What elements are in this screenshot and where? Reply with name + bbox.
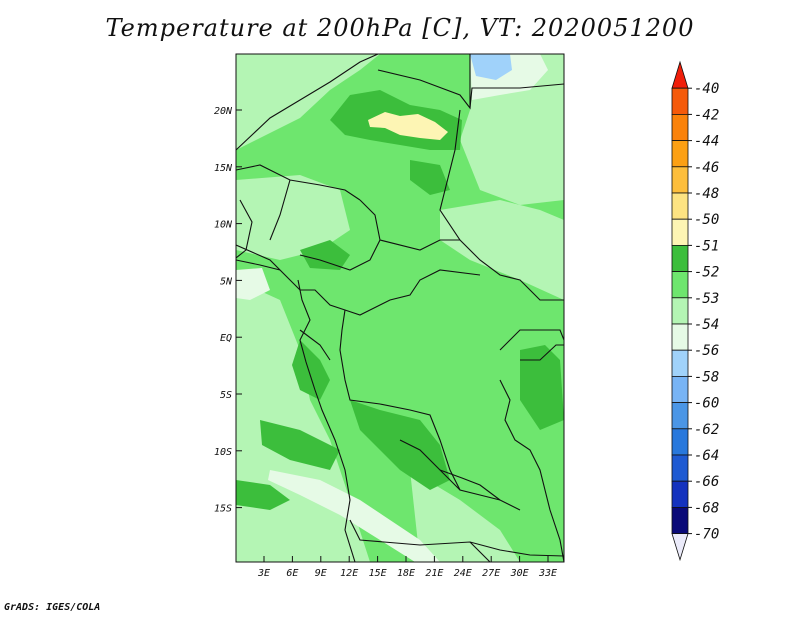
colorbar-label: -48 (694, 186, 719, 202)
colorbar-swatch (671, 87, 689, 115)
lat-label: 15S (214, 504, 232, 515)
grads-credit: GrADS: IGES/COLA (4, 602, 101, 613)
lon-label: 3E (257, 568, 270, 579)
lon-label: 6E (286, 568, 298, 579)
colorbar-swatch (671, 244, 689, 272)
colorbar-swatch (671, 506, 689, 534)
colorbar-label: -40 (694, 81, 719, 97)
country-borders (236, 54, 564, 562)
lat-label: 20N (214, 106, 233, 117)
lon-label: 15E (369, 568, 387, 579)
colorbar-label: -54 (694, 317, 719, 333)
chart-title: Temperature at 200hPa [C], VT: 202005120… (105, 14, 695, 42)
colorbar-label: -66 (694, 474, 719, 490)
colorbar-label: -44 (694, 134, 719, 150)
lon-label: 30E (510, 568, 529, 579)
colorbar-swatch (671, 323, 689, 351)
colorbar-swatch (671, 533, 689, 562)
colorbar-swatch (671, 166, 689, 194)
lat-label: 10S (214, 447, 232, 458)
longitude-axis: 3E 6E 9E 12E 15E 18E 21E 24E 27E 30E 33E (257, 556, 557, 579)
colorbar-swatch (671, 192, 689, 220)
colorbar-swatch (671, 480, 689, 508)
lon-label: 21E (425, 568, 443, 579)
lat-label: EQ (220, 333, 232, 344)
colorbar-swatch (671, 218, 689, 246)
colorbar-label: -42 (694, 107, 719, 123)
lon-label: 33E (538, 568, 557, 579)
colorbar-label: -58 (694, 369, 719, 385)
colorbar: -40 -42 -44 -46 -48 -50 -51 -52 -53 -54 -56 -58 -60 -… (671, 60, 719, 562)
colorbar-label: -50 (694, 212, 719, 228)
colorbar-swatch (671, 140, 689, 168)
colorbar-label: -46 (694, 160, 719, 176)
map-frame (235, 53, 565, 563)
colorbar-swatch (671, 297, 689, 325)
colorbar-label: -52 (694, 265, 719, 281)
colorbar-swatch (671, 375, 689, 403)
colorbar-swatch (671, 454, 689, 482)
colorbar-swatch (671, 271, 689, 299)
lon-label: 9E (315, 568, 327, 579)
colorbar-label: -53 (694, 291, 719, 307)
colorbar-swatch (671, 114, 689, 142)
colorbar-label: -62 (694, 422, 719, 438)
colorbar-label: -60 (694, 396, 719, 412)
lat-label: 10N (214, 220, 233, 231)
colorbar-label: -64 (694, 448, 719, 464)
lat-label: 5S (220, 390, 232, 401)
lon-label: 18E (397, 568, 415, 579)
lon-label: 27E (482, 568, 500, 579)
temperature-field (236, 54, 564, 562)
lon-label: 24E (454, 568, 472, 579)
lat-label: 15N (214, 163, 233, 174)
colorbar-label: -70 (694, 527, 719, 543)
colorbar-label: -51 (694, 238, 719, 254)
latitude-axis: 20N 15N 10N 5N EQ 5S 10S 15S (214, 106, 242, 515)
colorbar-label: -56 (694, 343, 719, 359)
colorbar-swatch (671, 60, 689, 89)
colorbar-swatch (671, 402, 689, 430)
lat-label: 5N (220, 276, 233, 287)
lon-label: 12E (340, 568, 358, 579)
colorbar-swatch (671, 349, 689, 377)
colorbar-label: -68 (694, 500, 719, 516)
colorbar-swatch (671, 428, 689, 456)
